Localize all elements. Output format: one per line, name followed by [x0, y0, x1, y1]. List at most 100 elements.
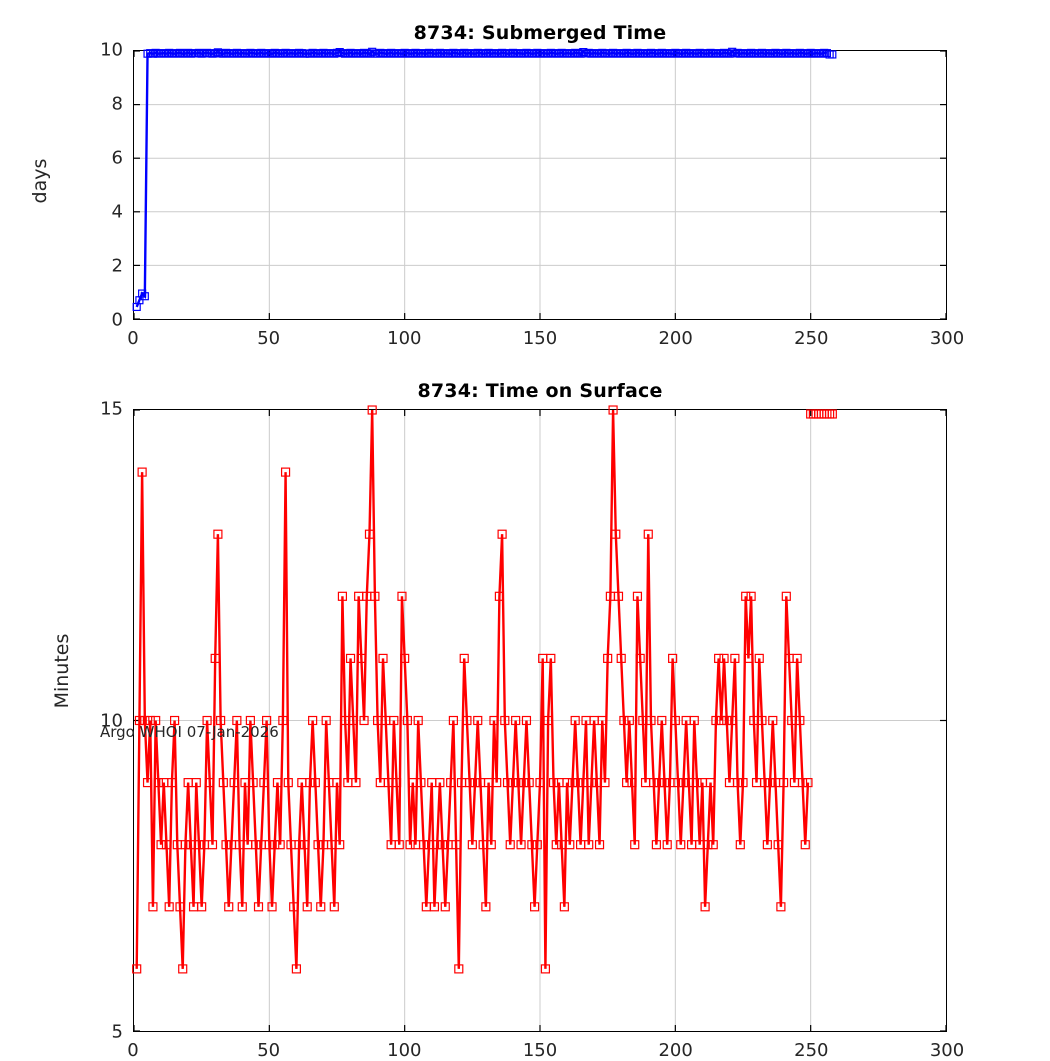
data-point-marker	[497, 529, 507, 539]
data-point-marker	[484, 48, 493, 57]
data-point-marker	[725, 49, 734, 58]
data-point-marker	[348, 715, 358, 726]
data-point-marker	[138, 289, 147, 298]
data-point-marker	[397, 591, 407, 601]
data-point-marker	[719, 653, 729, 663]
data-point-marker	[357, 49, 366, 58]
data-point-marker	[378, 653, 388, 663]
plot-svg-surface	[132, 405, 947, 1032]
data-point-marker	[768, 49, 777, 58]
data-point-marker	[211, 49, 220, 58]
data-point-marker	[714, 653, 724, 663]
data-point-marker	[728, 47, 737, 56]
data-point-marker	[365, 49, 374, 58]
data-point-marker	[175, 48, 185, 57]
data-point-marker	[692, 49, 702, 58]
x-tick-label: 300	[929, 328, 965, 349]
data-point-marker	[216, 715, 226, 726]
data-point-marker	[782, 48, 791, 57]
data-point-marker	[368, 47, 377, 56]
y-tick-label: 8	[111, 93, 123, 115]
x-tick-label: 50	[257, 1040, 281, 1061]
data-point-marker	[733, 48, 742, 57]
data-point-marker	[508, 48, 518, 57]
data-point-marker	[332, 48, 342, 57]
data-point-marker	[346, 48, 355, 57]
chart-title-surface: 8734: Time on Surface	[417, 380, 663, 402]
data-point-marker	[359, 715, 369, 726]
data-point-marker	[579, 48, 588, 57]
data-point-marker	[448, 715, 458, 726]
data-point-marker	[278, 715, 288, 726]
data-point-marker	[232, 715, 242, 726]
data-point-marker	[795, 715, 805, 726]
data-point-marker	[595, 49, 604, 58]
y-axis-label-minutes: Minutes	[51, 633, 73, 709]
data-point-marker	[462, 715, 472, 726]
data-point-marker	[757, 715, 767, 726]
x-tick-label: 100	[387, 1040, 422, 1061]
data-point-marker	[140, 715, 150, 726]
data-point-marker	[140, 292, 149, 301]
data-point-marker	[668, 49, 677, 58]
data-point-marker	[134, 715, 145, 726]
data-point-marker	[500, 715, 510, 726]
data-point-marker	[811, 409, 821, 419]
data-point-marker	[828, 50, 837, 59]
data-point-marker	[781, 591, 791, 601]
data-point-marker	[280, 467, 291, 477]
data-point-marker	[335, 48, 344, 57]
data-point-marker	[184, 48, 193, 57]
data-point-marker	[495, 49, 504, 58]
data-point-marker	[494, 591, 504, 601]
y-tick-label: 5	[111, 1021, 123, 1043]
data-point-marker	[345, 653, 356, 663]
data-point-marker	[356, 653, 366, 663]
data-point-marker	[706, 48, 715, 57]
data-point-marker	[145, 715, 155, 726]
plot-svg-submerged	[132, 47, 947, 320]
panel-submerged-time: 8734: Submerged Time days 0 50 100 150 200 25…	[0, 0, 1050, 370]
data-point-marker	[806, 48, 815, 57]
y-tick-label: 10	[100, 39, 123, 61]
data-point-marker	[711, 715, 721, 726]
data-point-marker	[370, 591, 380, 601]
data-point-marker	[741, 591, 751, 601]
data-point-marker	[616, 653, 626, 663]
x-tick-label: 100	[387, 328, 422, 349]
data-point-marker	[716, 715, 726, 726]
data-point-marker	[619, 715, 629, 726]
data-point-marker	[689, 715, 699, 726]
data-point-marker	[137, 467, 147, 477]
data-point-marker	[792, 653, 802, 663]
y-tick-label: 2	[111, 255, 123, 277]
x-tick-label: 50	[257, 328, 281, 349]
data-point-marker	[576, 49, 585, 58]
data-point-marker	[245, 715, 255, 726]
data-point-marker	[632, 591, 643, 601]
data-point-marker	[321, 715, 331, 726]
y-tick-label: 0	[111, 309, 123, 331]
x-tick-label: 200	[658, 1040, 693, 1061]
data-point-marker	[746, 591, 756, 601]
data-point-marker	[568, 49, 577, 58]
data-point-marker	[151, 48, 160, 57]
data-point-marker	[670, 715, 680, 726]
data-point-marker	[330, 49, 339, 58]
data-point-marker	[367, 405, 377, 415]
data-point-marker	[435, 48, 444, 57]
data-point-marker	[570, 715, 580, 726]
x-tick-label: 150	[522, 328, 558, 349]
data-point-marker	[411, 48, 420, 57]
data-point-marker	[400, 653, 410, 663]
data-point-marker	[825, 409, 835, 419]
data-point-marker	[364, 529, 375, 539]
y-tick-label: 10	[100, 710, 123, 731]
data-point-marker	[611, 529, 621, 539]
data-point-marker	[646, 715, 656, 726]
data-series-line	[135, 50, 828, 308]
y-axis-label-days: days	[29, 158, 51, 204]
data-point-marker	[267, 49, 277, 58]
data-point-marker	[213, 529, 223, 539]
data-point-marker	[543, 715, 553, 726]
